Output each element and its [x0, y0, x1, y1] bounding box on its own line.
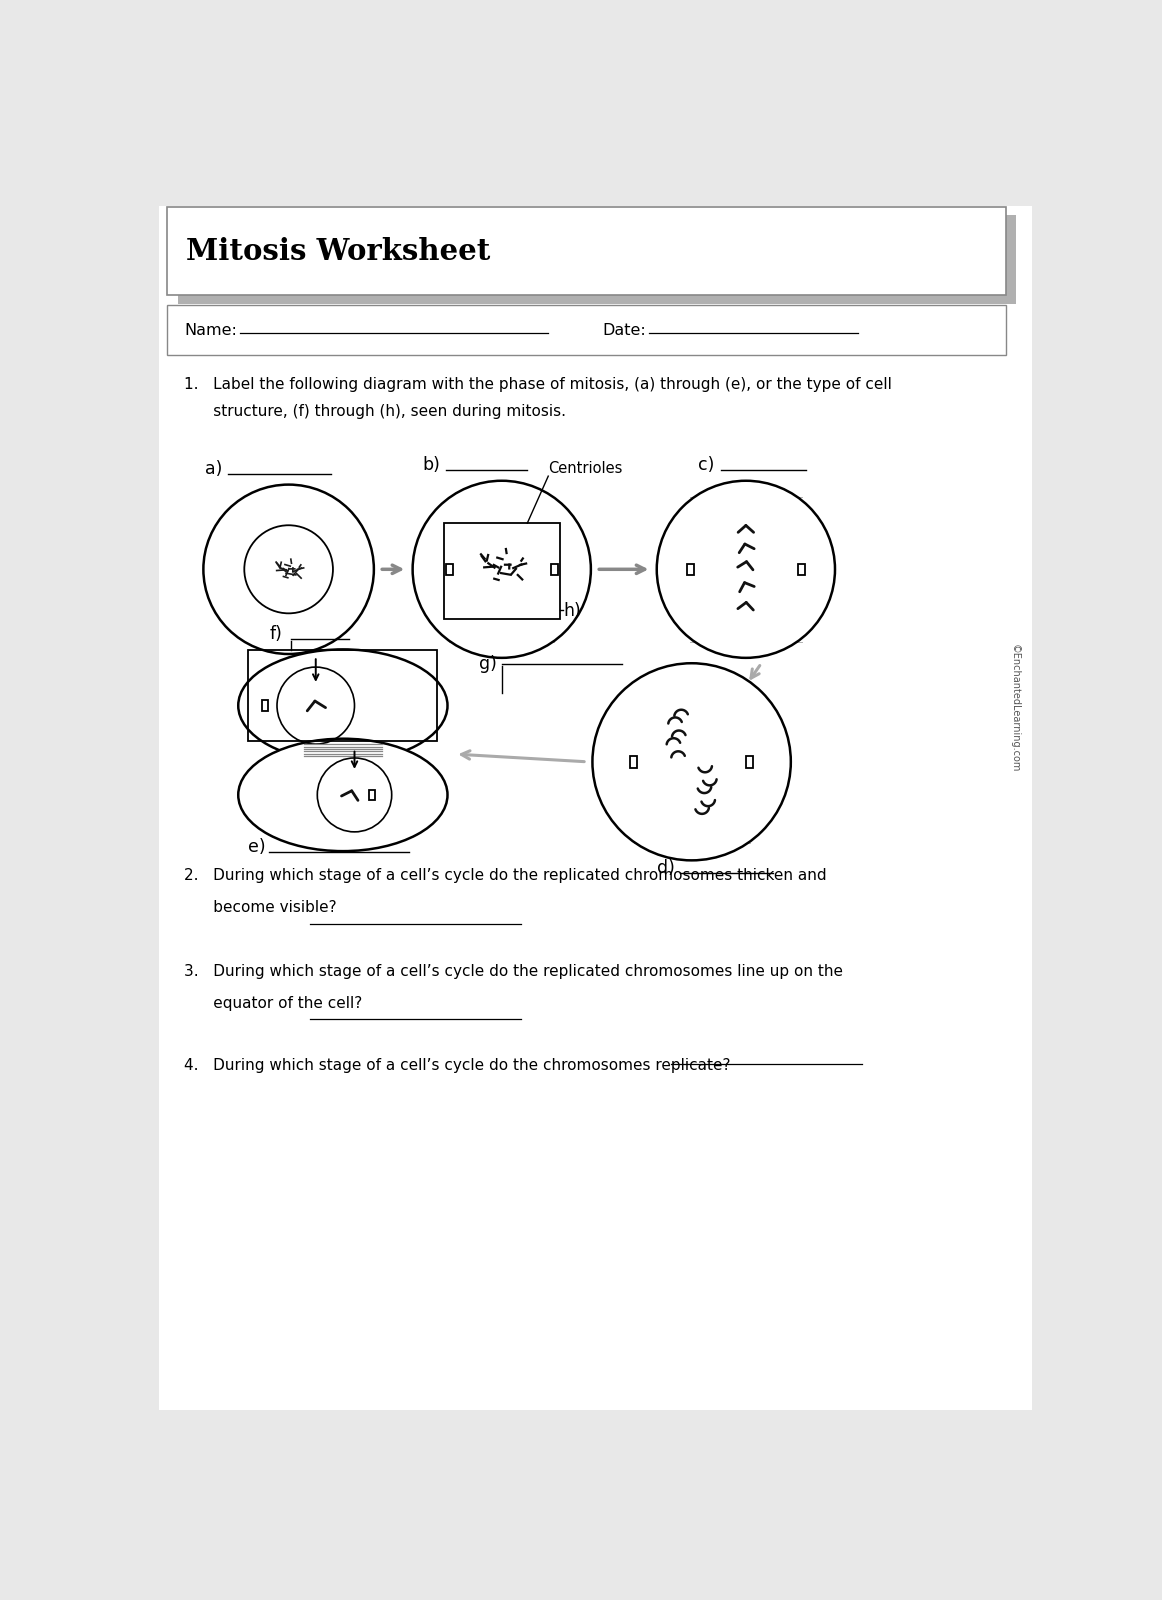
- Text: equator of the cell?: equator of the cell?: [184, 995, 363, 1011]
- Bar: [249, 650, 437, 741]
- Bar: [167, 206, 1005, 294]
- Bar: [178, 214, 1017, 304]
- Circle shape: [203, 485, 374, 654]
- Text: 1.   Label the following diagram with the phase of mitosis, (a) through (e), or : 1. Label the following diagram with the …: [184, 376, 892, 392]
- Bar: [798, 563, 805, 574]
- Text: h): h): [562, 602, 581, 619]
- Ellipse shape: [238, 650, 447, 762]
- Text: b): b): [423, 456, 440, 474]
- Bar: [167, 306, 1005, 355]
- Bar: [630, 757, 637, 768]
- Text: Mitosis Worksheet: Mitosis Worksheet: [186, 237, 490, 266]
- Text: d): d): [657, 859, 675, 877]
- Bar: [445, 563, 452, 574]
- Text: 4.   During which stage of a cell’s cycle do the chromosomes replicate?: 4. During which stage of a cell’s cycle …: [184, 1058, 731, 1074]
- Text: Date:: Date:: [603, 323, 646, 338]
- Bar: [746, 757, 753, 768]
- Text: a): a): [205, 459, 222, 478]
- Bar: [687, 563, 694, 574]
- Circle shape: [413, 480, 590, 658]
- Text: ©EnchantedLearning.com: ©EnchantedLearning.com: [1010, 643, 1020, 773]
- Text: e): e): [249, 838, 266, 856]
- Bar: [551, 563, 558, 574]
- Text: c): c): [698, 456, 715, 474]
- Text: 3.   During which stage of a cell’s cycle do the replicated chromosomes line up : 3. During which stage of a cell’s cycle …: [184, 963, 842, 979]
- Circle shape: [244, 525, 333, 613]
- Text: become visible?: become visible?: [184, 901, 337, 915]
- Text: g): g): [479, 654, 496, 672]
- Circle shape: [593, 664, 791, 861]
- Text: 2.   During which stage of a cell’s cycle do the replicated chromosomes thicken : 2. During which stage of a cell’s cycle …: [184, 869, 826, 883]
- Bar: [370, 789, 375, 800]
- Text: Centrioles: Centrioles: [548, 461, 623, 477]
- Bar: [263, 701, 268, 710]
- Text: f): f): [270, 626, 282, 643]
- Text: Name:: Name:: [184, 323, 237, 338]
- Bar: [444, 523, 560, 619]
- Text: structure, (f) through (h), seen during mitosis.: structure, (f) through (h), seen during …: [184, 403, 566, 419]
- Circle shape: [657, 480, 835, 658]
- Ellipse shape: [238, 739, 447, 851]
